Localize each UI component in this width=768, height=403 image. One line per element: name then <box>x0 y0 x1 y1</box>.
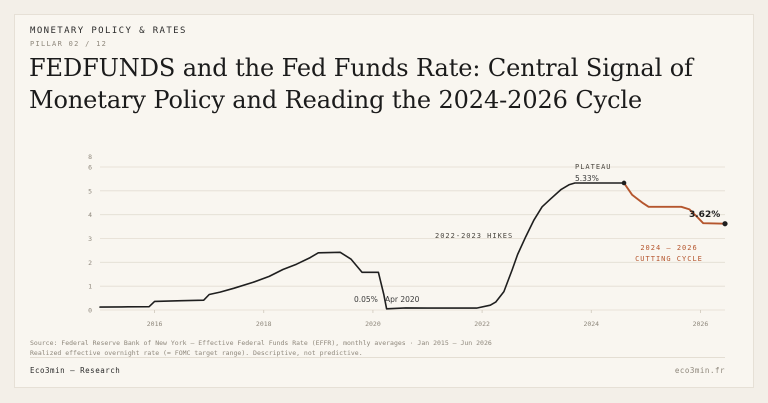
footer-site[interactable]: eco3min.fr <box>674 366 725 375</box>
x-tick-label: 2016 <box>147 320 163 328</box>
pillar-label: PILLAR 02 / 12 <box>30 40 108 48</box>
y-tick-label: 2 <box>88 259 92 267</box>
x-tick-label: 2024 <box>583 320 599 328</box>
last-value-label: 3.62% <box>689 210 720 220</box>
page-title: FEDFUNDS and the Fed Funds Rate: Central… <box>29 54 693 114</box>
last-value-dot <box>722 221 728 227</box>
y-tick-label: 3 <box>88 235 92 243</box>
y-tick-label: 0 <box>88 307 92 315</box>
plateau-end-dot <box>621 180 627 186</box>
chart-annotations: PLATEAU 5.33% 0.05% Apr 2020 2022-2023 HIKES… <box>354 163 728 304</box>
x-tick-label: 2026 <box>693 320 709 328</box>
hikes-label: 2022-2023 HIKES <box>435 232 513 240</box>
x-tick-label: 2022 <box>474 320 490 328</box>
section-eyebrow: MONETARY POLICY & RATES <box>30 26 187 36</box>
series-line-history <box>99 182 625 310</box>
plateau-value-label: 5.33% <box>575 174 599 183</box>
y-tick-label: 5 <box>88 187 92 195</box>
footer-brand: Eco3min — Research <box>30 366 121 375</box>
cutting-label-line-1: 2024 — 2026 <box>640 244 697 252</box>
content-card <box>14 14 754 388</box>
source-note: Source: Federal Reserve Bank of New York… <box>30 338 492 358</box>
y-tick-label: 1 <box>88 283 92 291</box>
x-tick-label: 2020 <box>365 320 381 328</box>
y-axis: 0 1 2 3 4 5 6 8 <box>88 153 92 315</box>
series-line-cutting <box>623 182 726 225</box>
low-value-label: 0.05% <box>354 295 378 304</box>
y-tick-label-top: 8 <box>88 153 92 161</box>
source-line-1: Source: Federal Reserve Bank of New York… <box>30 339 492 347</box>
low-date-label: Apr 2020 <box>385 295 420 304</box>
x-tick-label: 2018 <box>256 320 272 328</box>
series-lines <box>99 182 726 310</box>
y-tick-label: 4 <box>88 211 92 219</box>
plateau-label: PLATEAU <box>575 163 612 171</box>
x-axis: 2016 2018 2020 2022 2024 2026 <box>147 310 709 328</box>
grid-lines <box>100 166 725 311</box>
cutting-label-line-2: CUTTING CYCLE <box>635 255 703 263</box>
footer-divider <box>30 357 725 358</box>
y-tick-label: 6 <box>88 164 92 172</box>
source-line-2: Realized effective overnight rate (≈ FOM… <box>30 349 363 357</box>
